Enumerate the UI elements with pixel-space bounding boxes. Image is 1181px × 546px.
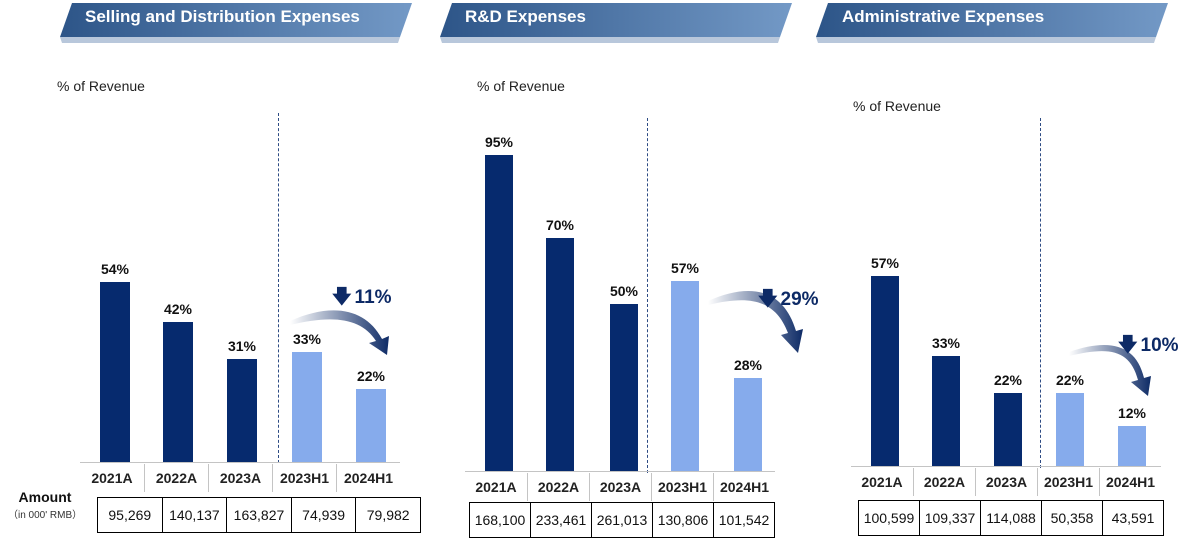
bar-value-label: 22% [356,368,386,384]
amount-label: Amount [18,489,72,505]
chart-panel-administrative: Administrative Expenses % of Revenue 57%… [816,0,1181,546]
amount-table: 168,100 233,461 261,013 130,806 101,542 [469,502,775,538]
decrease-arrow [290,310,389,355]
x-tick-label: 2023A [208,464,272,492]
x-axis-line [465,471,775,472]
bar-2024h1 [356,389,386,462]
bar-2023a [227,359,257,462]
y-axis-label: % of Revenue [853,98,941,114]
bar-2022a [546,238,574,471]
panel-banner [816,3,1168,43]
panel-banner [440,3,792,43]
amount-value: 95,269 [108,507,152,523]
bar-value-label: 31% [227,338,257,354]
amount-value: 261,013 [591,503,652,537]
bar-2023a [610,304,638,471]
bar-value-label: 28% [733,357,763,373]
x-axis-line [851,466,1161,467]
x-tick-label: 2023H1 [651,473,713,501]
x-tick-label: 2024H1 [713,473,775,501]
panel-title: Administrative Expenses [842,7,1045,26]
amount-value: 101,542 [713,503,774,537]
decrease-arrow [1069,344,1151,396]
bar-value-label: 54% [100,261,130,277]
bar-2024h1 [1118,426,1146,466]
amount-value: 140,137 [161,498,227,532]
bar-value-label: 33% [292,331,322,347]
down-arrow-icon: 🡇 [1118,335,1138,356]
bar-2024h1 [734,378,762,471]
chart-panel-selling-distribution: Selling and Distribution Expenses % of R… [57,0,421,546]
x-tick-label: 2023H1 [272,464,336,492]
bar-2021a [485,155,513,471]
change-label: 🡇 11% [332,283,392,315]
x-tick-label: 2022A [913,468,975,496]
amount-table: 95,269 140,137 163,827 74,939 79,982 [97,497,421,533]
bar-value-label: 33% [931,335,961,351]
x-tick-label: 2022A [527,473,589,501]
amount-value: 100,599 [863,510,915,526]
down-arrow-icon: 🡇 [758,289,778,310]
amount-value: 130,806 [652,503,713,537]
bar-value-label: 42% [163,301,193,317]
change-value: 10% [1140,335,1179,356]
y-axis-label: % of Revenue [477,78,565,94]
x-tick-label: 2024H1 [1099,468,1161,496]
amount-unit: （in 000' RMB） [8,510,83,521]
decrease-arrow [708,290,803,353]
change-value: 11% [354,287,392,308]
chart-panel-rd: R&D Expenses % of Revenue 95% 70% 50% 57% 28… [440,0,819,546]
x-tick-label: 2021A [80,464,144,492]
x-tick-label: 2022A [144,464,208,492]
panel-title: R&D Expenses [465,7,586,26]
amount-value: 74,939 [290,498,356,532]
amount-value: 168,100 [474,512,526,528]
bar-2023h1 [671,281,699,471]
amount-value: 109,337 [919,501,980,535]
bar-2023a [994,393,1022,466]
x-tick-label: 2023H1 [1037,468,1099,496]
x-tick-label: 2023A [975,468,1037,496]
x-tick-label: 2023A [589,473,651,501]
period-divider [278,113,279,463]
amount-table: 100,599 109,337 114,088 50,358 43,591 [858,500,1164,536]
bar-2021a [100,282,130,462]
x-tick-label: 2021A [851,468,913,496]
bar-value-label: 12% [1117,405,1147,421]
y-axis-label: % of Revenue [57,78,145,94]
bar-value-label: 22% [1055,372,1085,388]
panel-banner [60,3,412,43]
change-label: 🡇 29% [758,285,819,317]
amount-value: 163,827 [226,498,291,532]
x-axis-line [80,462,400,463]
amount-value: 79,982 [355,498,420,532]
bar-2021a [871,276,899,466]
amount-value: 233,461 [530,503,591,537]
x-tick-label: 2024H1 [336,464,400,492]
bar-2023h1 [292,352,322,462]
bar-2022a [932,356,960,466]
panel-title: Selling and Distribution Expenses [85,7,360,26]
change-label: 🡇 10% [1118,331,1179,363]
amount-value: 114,088 [980,501,1041,535]
period-divider [647,118,648,473]
bar-value-label: 57% [670,260,700,276]
x-tick-label: 2021A [465,473,527,501]
down-arrow-icon: 🡇 [332,287,352,308]
bar-value-label: 57% [870,255,900,271]
bar-value-label: 50% [609,283,639,299]
bar-2022a [163,322,193,462]
period-divider [1040,118,1041,468]
change-value: 29% [780,289,819,310]
bar-value-label: 70% [545,217,575,233]
bar-2023h1 [1056,393,1084,466]
amount-row-title: Amount （in 000' RMB） [8,489,82,521]
amount-value: 50,358 [1041,501,1102,535]
bar-value-label: 95% [484,134,514,150]
bar-value-label: 22% [993,372,1023,388]
amount-value: 43,591 [1102,501,1163,535]
